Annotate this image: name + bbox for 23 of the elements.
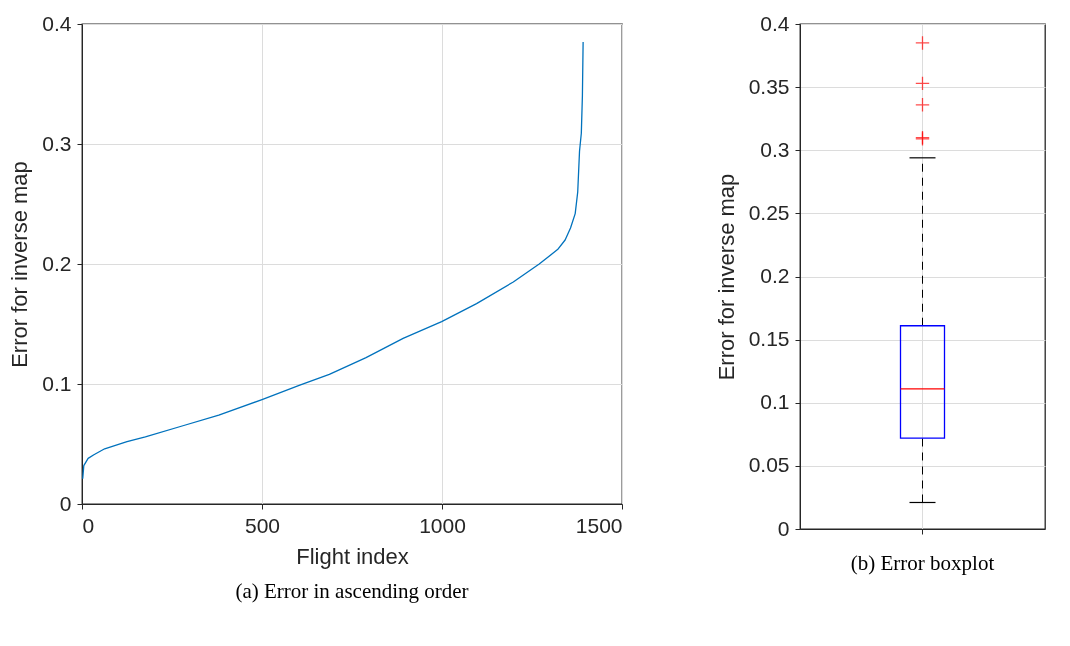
y-tick-label: 0.3	[760, 137, 790, 161]
text: (a) Error in ascending order	[235, 579, 469, 603]
x-tick-label: 1500	[575, 513, 623, 537]
y-axis-title: Error for inverse map	[713, 173, 739, 381]
y-tick-label: 0.4	[760, 11, 790, 35]
x-tick-label: 0	[82, 513, 95, 537]
x-tick-label: 500	[244, 513, 281, 537]
x-axis-title: Flight index	[296, 543, 409, 569]
y-tick-label: 0.2	[42, 251, 72, 275]
x-tick-label: 1000	[419, 513, 466, 537]
y-axis-title: Error for inverse map	[7, 161, 33, 368]
text: (b) Error boxplot	[850, 551, 995, 575]
y-tick-label: 0.3	[42, 131, 72, 155]
y-tick-label: 0.35	[748, 74, 790, 98]
y-tick-label: 0.15	[748, 327, 790, 351]
line-series	[82, 41, 584, 480]
y-tick-label: 0	[59, 491, 72, 515]
y-tick-label: 0.05	[748, 453, 790, 477]
y-tick-label: 0.2	[760, 264, 790, 287]
y-tick-label: 0.1	[760, 390, 790, 414]
y-tick-label: 0.4	[42, 11, 72, 35]
y-tick-label: 0.25	[748, 200, 790, 224]
y-tick-label: 0.1	[42, 371, 72, 395]
